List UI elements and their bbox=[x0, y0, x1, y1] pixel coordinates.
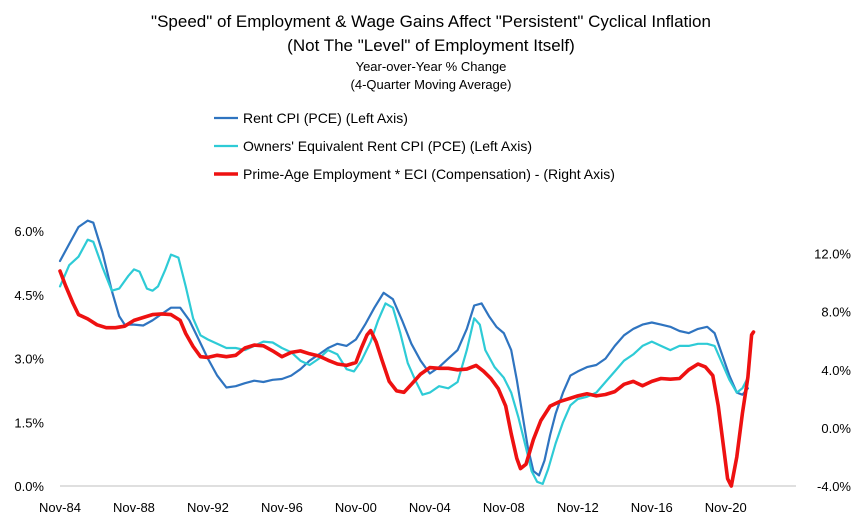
x-tick-label: Nov-04 bbox=[409, 500, 451, 515]
y-right-tick-label: 8.0% bbox=[821, 305, 851, 320]
axes: Nov-84 Nov-88 Nov-92 Nov-96 Nov-00 Nov-04 Nov-… bbox=[14, 224, 851, 515]
legend-label-2: Prime-Age Employment * ECI (Compensation… bbox=[243, 166, 615, 182]
legend-label-1: Owners' Equivalent Rent CPI (PCE) (Left … bbox=[243, 138, 532, 154]
x-tick-label: Nov-20 bbox=[705, 500, 747, 515]
x-tick-label: Nov-88 bbox=[113, 500, 155, 515]
x-tick-label: Nov-92 bbox=[187, 500, 229, 515]
legend: Rent CPI (PCE) (Left Axis) Owners' Equiva… bbox=[214, 110, 615, 182]
y-left-tick-label: 4.5% bbox=[14, 288, 44, 303]
x-tick-label: Nov-00 bbox=[335, 500, 377, 515]
y-right-tick-label: 12.0% bbox=[814, 247, 851, 262]
series-line-2 bbox=[58, 269, 756, 488]
x-tick-label: Nov-08 bbox=[483, 500, 525, 515]
chart-title: "Speed" of Employment & Wage Gains Affec… bbox=[151, 12, 711, 31]
series-line-1 bbox=[58, 238, 749, 485]
x-tick-label: Nov-84 bbox=[39, 500, 81, 515]
x-tick-label: Nov-96 bbox=[261, 500, 303, 515]
y-left-tick-label: 3.0% bbox=[14, 352, 44, 367]
chart-title-line2: (Not The "Level" of Employment Itself) bbox=[287, 36, 575, 55]
y-left-tick-label: 0.0% bbox=[14, 479, 44, 494]
y-right-tick-label: -4.0% bbox=[817, 479, 851, 494]
y-right-tick-label: 4.0% bbox=[821, 363, 851, 378]
y-right-tick-label: 0.0% bbox=[821, 421, 851, 436]
legend-label-0: Rent CPI (PCE) (Left Axis) bbox=[243, 110, 408, 126]
series-group bbox=[58, 219, 756, 488]
y-left-tick-label: 1.5% bbox=[14, 415, 44, 430]
series-line-0 bbox=[58, 219, 749, 477]
chart-subtitle-line2: (4-Quarter Moving Average) bbox=[351, 77, 512, 92]
chart-subtitle: Year-over-Year % Change bbox=[356, 59, 507, 74]
y-left-tick-label: 6.0% bbox=[14, 224, 44, 239]
x-tick-label: Nov-12 bbox=[557, 500, 599, 515]
x-tick-label: Nov-16 bbox=[631, 500, 673, 515]
